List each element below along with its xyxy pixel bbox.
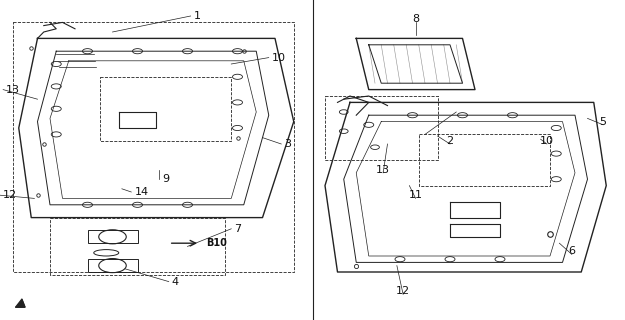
Text: 13: 13 xyxy=(6,84,20,95)
Text: 3: 3 xyxy=(284,139,291,149)
Bar xyxy=(88,259,138,272)
Text: 2: 2 xyxy=(446,136,454,146)
Text: 8: 8 xyxy=(412,14,419,24)
Text: 1: 1 xyxy=(194,11,201,21)
Text: 10: 10 xyxy=(540,136,554,146)
Polygon shape xyxy=(16,299,25,307)
Text: 5: 5 xyxy=(599,116,607,127)
Text: 12: 12 xyxy=(396,286,410,296)
Text: B10: B10 xyxy=(206,238,227,248)
Text: 7: 7 xyxy=(234,224,241,234)
Text: 12: 12 xyxy=(3,190,18,200)
Text: 4: 4 xyxy=(172,276,179,287)
Text: 10: 10 xyxy=(272,52,286,63)
Text: 14: 14 xyxy=(134,187,149,197)
Text: 6: 6 xyxy=(568,246,576,256)
Bar xyxy=(88,230,138,243)
Text: 9: 9 xyxy=(162,174,169,184)
Text: 13: 13 xyxy=(376,164,390,175)
Text: 11: 11 xyxy=(409,190,422,200)
